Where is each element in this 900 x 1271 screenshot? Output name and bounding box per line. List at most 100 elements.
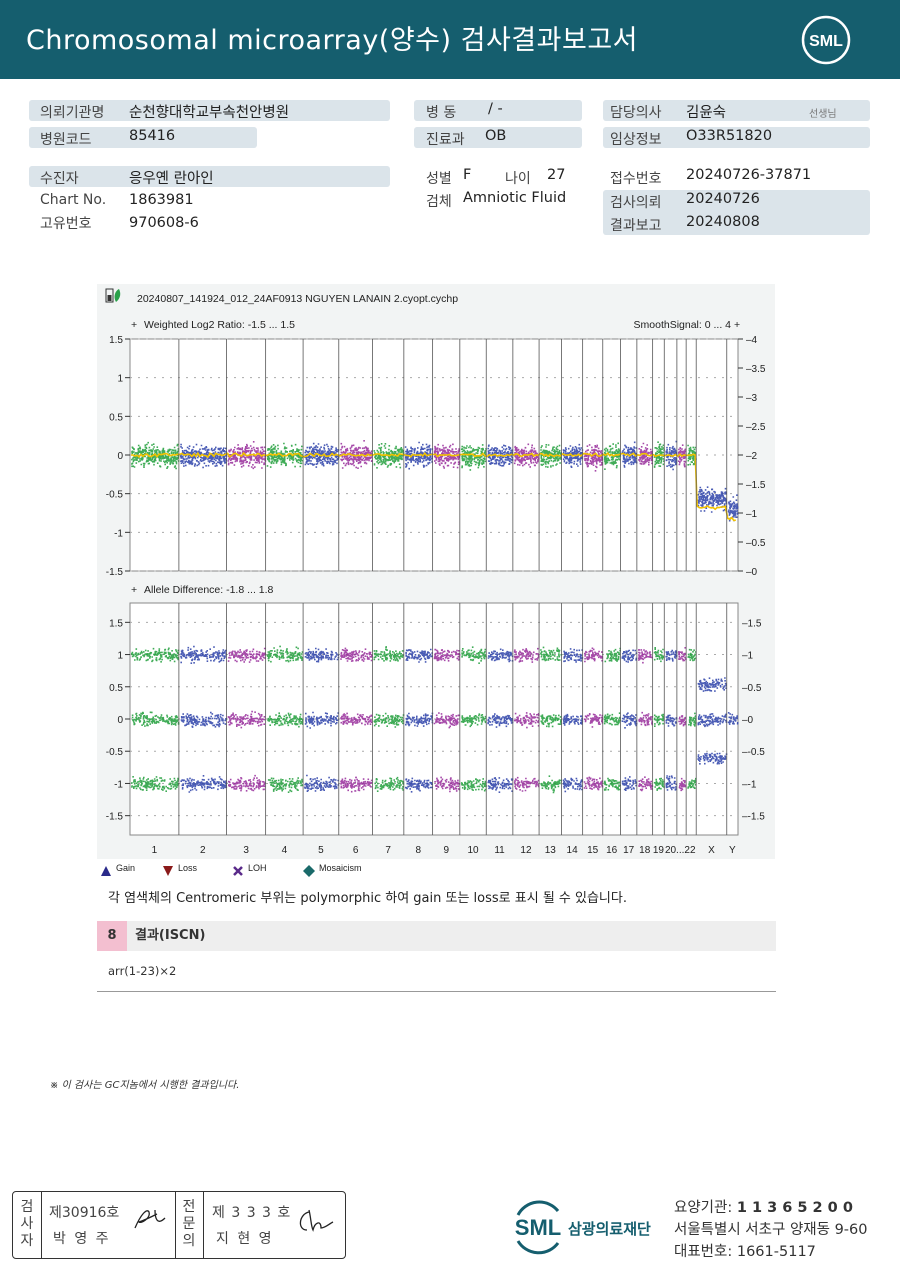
log2-label: Weighted Log2 Ratio: -1.5 ... 1.5 [144,319,295,331]
examinee-value: 응우옌 란아인 [129,171,214,187]
legend-loh: LOH [248,863,267,873]
receipt-label: 접수번호 [610,171,662,187]
department-value: OB [485,128,507,144]
doctor-label: 담당의사 [610,105,662,121]
allele-points-chr22 [687,648,697,789]
microarray-chart-svg: 20240807_141924_012_24AF0913 NGUYEN LANA… [105,288,766,856]
doctor-suffix: 선생님 [809,109,837,120]
allele-points-chrY [727,712,739,725]
x-label-chr14: 14 [567,845,579,856]
legend-mosaicism: Mosaicism [319,863,362,873]
result-divider [97,991,776,992]
institution-code: 1 1 3 6 5 2 0 0 [736,1200,853,1216]
institution-bar [29,100,390,121]
specimen-value: Amniotic Fluid [463,190,567,206]
allele-points-chr3 [227,647,266,792]
request-value: 20240726 [686,191,760,207]
allele-ytick-right-label: –-1 [742,779,757,790]
result-number-badge: 8 [97,921,127,951]
allele-ytick-label: 0 [117,715,123,726]
hospital-code-label: 병원코드 [40,132,92,148]
clinical-label: 임상정보 [610,132,662,148]
allele-ytick-label: 0.5 [109,683,123,694]
chart-plot-area: 1.5 1 0.5 0 -0.5 -1 -1.5 1.5 1 0.5 0 -0.5 -1 -1.5 –4 –3… [106,335,766,856]
smooth-ytick-label: –3 [746,393,758,404]
sml-logo-icon: SML [801,15,851,65]
allele-ytick-right-label: –-1.5 [742,812,765,823]
x-label-chr3: 3 [243,845,249,856]
allele-points-chr9 [433,648,461,793]
svg-text:SML: SML [809,33,843,50]
allele-ytick-label: 1 [117,651,123,662]
x-label-chr8: 8 [415,845,421,856]
smooth-ytick-label: –0 [746,567,758,578]
log2-points-chrX [697,486,728,513]
report-date-label: 결과보고 [610,218,662,234]
divider [175,1192,176,1258]
microarray-chart: 20240807_141924_012_24AF0913 NGUYEN LANA… [97,284,775,859]
allele-points-chr20 [665,649,678,791]
hospital-code-value: 85416 [129,128,176,144]
specialist-license: 제 3 3 3 호 [212,1205,292,1221]
allele-points-chr6 [340,647,373,793]
x-mark-icon [232,862,244,881]
x-label-chr2: 2 [200,845,206,856]
log2-points-chr9 [433,443,461,469]
log2-points-chr16 [603,442,622,470]
triangle-down-icon [162,862,174,881]
allele-points-chr19 [653,647,665,791]
smooth-ytick-label: –4 [746,335,758,346]
x-label-chr13: 13 [545,845,557,856]
allele-ytick-label: -1.5 [106,812,124,823]
log2-points-chr18 [638,442,654,466]
log2-ytick-label: -0.5 [106,490,124,501]
allele-ytick-label: -1 [114,779,123,790]
allele-ytick-right-label: –0 [742,715,754,726]
allele-points-chr14 [562,648,584,793]
examiner-signature [134,1209,166,1229]
x-label-chr5: 5 [318,845,324,856]
x-label-chr17: 17 [623,845,635,856]
allele-points-chr4 [266,645,304,793]
smooth-signal-line [131,451,736,522]
smooth-ytick-label: –0.5 [746,538,766,549]
x-label-chr12: 12 [520,845,532,856]
allele-points-chr5 [304,647,340,792]
legend-gain: Gain [116,863,136,873]
allele-points-chr1 [131,647,180,792]
log2-ytick-label: -1.5 [106,567,124,578]
divider [203,1192,204,1258]
x-label-chr4: 4 [282,845,288,856]
result-title: 결과(ISCN) [135,928,206,943]
log2-points-chr14 [562,443,584,468]
allele-points-chr15 [583,647,604,791]
report-date-value: 20240808 [686,214,760,230]
allele-points-chr21 [678,647,687,792]
report-header [0,0,900,79]
smooth-ytick-label: –2 [746,451,758,462]
triangle-up-icon [100,862,112,881]
plus-icon: + [131,319,137,331]
doctor-bar [603,100,870,121]
phone: 1661-5117 [736,1244,816,1260]
log2-points-chr15 [583,444,604,472]
chart-title: 20240807_141924_012_24AF0913 NGUYEN LANA… [137,293,458,305]
diamond-icon [303,862,315,881]
log2-ytick-label: 1 [117,374,123,385]
dates-bar [603,190,870,235]
allele-ytick-right-label: –1.5 [742,618,762,629]
svg-text:SML: SML [515,1215,561,1240]
unique-no-label: 고유번호 [40,216,92,232]
institution-code-label: 요양기관: [674,1200,733,1216]
specialist-name: 지 현 영 [216,1231,274,1247]
allele-ytick-label: -0.5 [106,747,124,758]
unique-no-value: 970608-6 [129,215,199,231]
institution-label: 의뢰기관명 [40,105,105,121]
sex-value: F [463,167,472,183]
x-label-chr6: 6 [353,845,359,856]
chart-legend: Gain Loss LOH Mosaicism [100,862,460,877]
x-label-chr11: 11 [494,845,505,856]
